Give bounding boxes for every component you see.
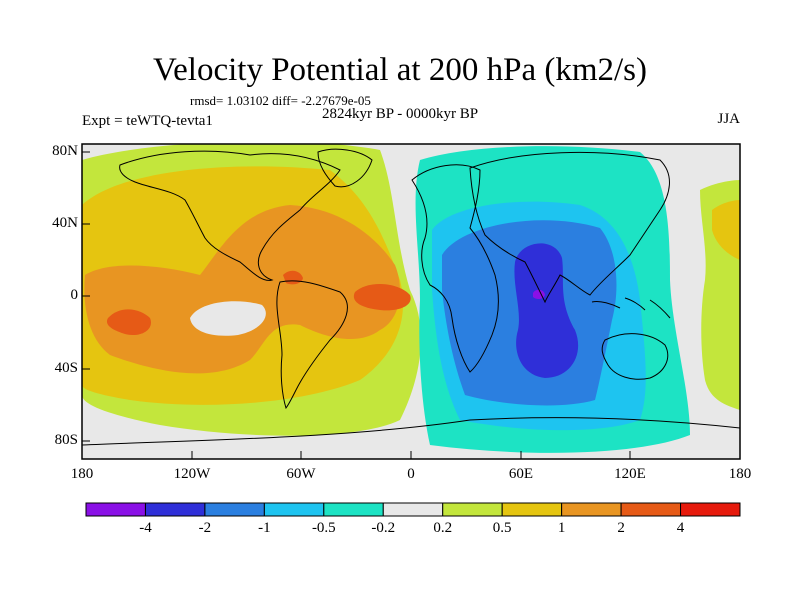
- lat-label-80s: 80S: [54, 432, 78, 448]
- colorbar-swatch-10: [680, 502, 741, 517]
- positive-region-level-1: [84, 205, 400, 374]
- lon-label-60w: 60W: [286, 466, 316, 482]
- colorbar-swatch-1: [144, 502, 206, 517]
- positive-region-level-2a: [106, 309, 151, 336]
- latitude-ticks: [82, 151, 90, 442]
- colorbar-label-6: 0.5: [492, 520, 512, 536]
- coastline-indonesia: [591, 297, 671, 319]
- neutral-hole-southeast-pacific: [190, 301, 266, 336]
- colorbar-label-2: -1: [258, 520, 271, 536]
- coastline-europe-africa: [411, 164, 499, 373]
- colorbar-swatch-6: [442, 502, 503, 517]
- colorbar-swatch-3: [263, 502, 325, 517]
- colorbar-swatch-8: [561, 502, 622, 517]
- negative-region-level-2: [514, 243, 579, 378]
- colorbar-label-0: -4: [139, 520, 152, 536]
- lon-label-0: 0: [407, 466, 415, 482]
- lon-label-120w: 120W: [173, 466, 211, 482]
- colorbar-swatch-4: [323, 502, 384, 517]
- colorbar-swatch-7: [501, 502, 563, 517]
- coastlines: [82, 148, 740, 446]
- lon-label-120e: 120E: [614, 466, 646, 482]
- longitude-ticks: [81, 451, 741, 459]
- colorbar-label-7: 1: [557, 520, 566, 536]
- colorbar-label-1: -2: [198, 520, 212, 536]
- figure-title: Velocity Potential at 200 hPa (km2/s): [152, 52, 648, 88]
- experiment-label: Expt = teWTQ-tevta1: [82, 113, 213, 129]
- lon-label-60e: 60E: [508, 466, 534, 482]
- lat-label-40s: 40S: [54, 360, 78, 376]
- lat-label-0: 0: [70, 287, 79, 303]
- colorbar-label-4: -0.2: [371, 520, 396, 536]
- coastline-asia: [469, 151, 670, 304]
- season-label: JJA: [717, 111, 740, 127]
- colorbar-label-3: -0.5: [311, 520, 336, 536]
- coastline-south-america: [276, 280, 348, 410]
- positive-region-level-2b: [353, 284, 411, 311]
- colorbar-label-8: 2: [617, 520, 625, 536]
- colorbar-swatch-9: [620, 502, 682, 517]
- colorbar-swatch-0: [85, 502, 146, 517]
- contour-fill-layer: [82, 144, 740, 459]
- lat-label-40n: 40N: [52, 215, 78, 231]
- coastline-north-america: [119, 150, 341, 281]
- lat-label-80n: 80N: [52, 143, 78, 159]
- lon-label-180e: 180: [728, 466, 752, 482]
- colorbar-swatch-5: [382, 502, 444, 517]
- colorbar-label-9: 4: [676, 520, 685, 536]
- colorbar-label-5: 0.2: [433, 520, 453, 536]
- coastline-greenland: [317, 148, 373, 188]
- coastline-australia: [601, 333, 669, 380]
- colorbar: [85, 502, 741, 517]
- coastline-antarctica: [82, 417, 740, 446]
- colorbar-swatch-2: [204, 502, 265, 517]
- lon-label-180w: 180: [70, 466, 94, 482]
- rmsd-diff-stats: rmsd= 1.03102 diff= -2.27679e-05: [190, 93, 371, 108]
- positive-region-east-pacific-inner: [712, 200, 740, 260]
- time-period-label: 2824kyr BP - 0000kyr BP: [322, 106, 479, 122]
